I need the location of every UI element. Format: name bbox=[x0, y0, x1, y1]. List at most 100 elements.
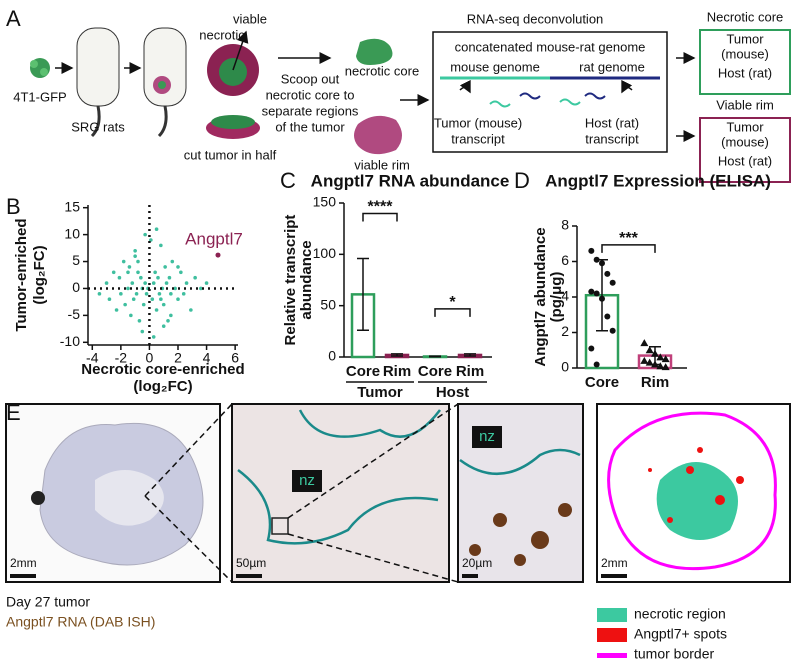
y-tick-label: -10 bbox=[60, 333, 80, 349]
panel-letter: C bbox=[280, 168, 296, 193]
label: separate regions bbox=[262, 103, 359, 118]
point bbox=[131, 297, 136, 302]
deconv-box bbox=[432, 31, 668, 153]
label: Scoop out bbox=[281, 71, 340, 86]
point bbox=[156, 275, 160, 280]
rim-result-box bbox=[699, 117, 791, 183]
point bbox=[127, 265, 132, 269]
point bbox=[651, 360, 659, 368]
point bbox=[130, 281, 135, 285]
point bbox=[143, 281, 147, 285]
point bbox=[166, 318, 170, 323]
zone-label: nz bbox=[479, 428, 495, 445]
error-bar bbox=[429, 355, 441, 358]
point bbox=[121, 259, 126, 264]
point bbox=[134, 292, 139, 296]
point bbox=[179, 270, 183, 275]
point bbox=[604, 313, 611, 320]
point bbox=[123, 302, 127, 307]
y-axis-label: Relative transcript bbox=[282, 215, 299, 346]
y-axis-label: (log₂FC) bbox=[31, 245, 48, 304]
point bbox=[154, 308, 159, 312]
tissue-core bbox=[95, 470, 164, 526]
label: Host (rat) bbox=[585, 115, 639, 130]
point bbox=[157, 292, 162, 296]
necrotic-region bbox=[656, 462, 738, 540]
point bbox=[119, 292, 123, 296]
y-tick-label: 10 bbox=[64, 225, 80, 241]
point bbox=[151, 335, 156, 339]
panel-a-labels: 4T1-GFP SRG rats necrotic viable cut tum… bbox=[13, 9, 783, 172]
significance-label: *** bbox=[619, 230, 638, 247]
highlight-label: Angptl7 bbox=[185, 230, 243, 249]
panel-e bbox=[5, 403, 791, 583]
angptl7-spots bbox=[648, 447, 744, 523]
y-axis-label: Angptl7 abundance bbox=[532, 227, 549, 366]
point bbox=[588, 247, 595, 254]
chart-title: Angptl7 RNA abundance bbox=[311, 171, 510, 190]
x-axis-label: (log₂FC) bbox=[133, 378, 192, 395]
point bbox=[153, 270, 157, 275]
x-tick-label: 2 bbox=[174, 350, 182, 366]
point bbox=[117, 275, 122, 280]
y-tick-label: 5 bbox=[72, 252, 80, 268]
point bbox=[144, 292, 149, 296]
point bbox=[143, 232, 147, 237]
y-tick-label: -5 bbox=[68, 306, 81, 322]
label: Viable rim bbox=[716, 97, 774, 112]
label: Tumor bbox=[726, 31, 764, 46]
point bbox=[199, 286, 203, 291]
point bbox=[656, 362, 665, 370]
x-tick-label: -4 bbox=[86, 350, 99, 366]
scale-bar-label: 2mm bbox=[10, 556, 37, 570]
point bbox=[139, 275, 143, 280]
point bbox=[593, 290, 600, 297]
y-tick-label: 0 bbox=[328, 348, 336, 364]
point bbox=[169, 292, 173, 296]
point bbox=[111, 270, 116, 275]
panel-letter: A bbox=[6, 6, 21, 31]
error-bar bbox=[391, 353, 403, 357]
panel-letter: D bbox=[514, 168, 530, 193]
core-sample bbox=[356, 38, 393, 65]
point bbox=[609, 327, 616, 334]
label: necrotic core bbox=[345, 63, 419, 78]
error-bar bbox=[357, 257, 369, 332]
label: viable rim bbox=[354, 157, 410, 172]
label: 4T1-GFP bbox=[13, 89, 66, 104]
point bbox=[645, 346, 654, 354]
zone-label: nz bbox=[299, 472, 315, 489]
point bbox=[189, 308, 193, 312]
significance-label: * bbox=[449, 294, 456, 311]
point bbox=[107, 297, 112, 302]
point bbox=[588, 345, 595, 352]
point bbox=[204, 281, 209, 285]
label: Tumor (mouse) bbox=[434, 115, 522, 130]
y-tick-label: 0 bbox=[72, 279, 80, 295]
legend-label: tumor border bbox=[634, 646, 714, 661]
caption: Angptl7 RNA (DAB ISH) bbox=[6, 614, 155, 630]
panel-letter: B bbox=[6, 194, 21, 219]
x-tick-label: Rim bbox=[456, 363, 484, 380]
label: mouse genome bbox=[450, 59, 540, 74]
y-tick-label: 2 bbox=[561, 323, 569, 339]
point bbox=[604, 270, 611, 277]
y-tick-label: 100 bbox=[313, 245, 337, 261]
point bbox=[609, 279, 616, 286]
scale-bar-label: 2mm bbox=[601, 556, 628, 570]
point bbox=[599, 260, 605, 267]
point bbox=[661, 363, 670, 371]
panel-e-labels: 2mm 50µm 20µm 2mm nz nz Day 27 tumor Ang… bbox=[6, 428, 628, 630]
point bbox=[164, 281, 169, 285]
label: SRG rats bbox=[71, 119, 125, 134]
point bbox=[656, 353, 665, 361]
label: Necrotic core bbox=[707, 9, 784, 24]
significance-bracket bbox=[601, 244, 656, 253]
point bbox=[136, 270, 140, 275]
legend-label: Angptl7+ spots bbox=[634, 626, 727, 642]
point bbox=[126, 270, 130, 275]
y-axis-label: Tumor-enriched bbox=[13, 218, 30, 331]
core-result-box bbox=[699, 29, 791, 95]
label: concatenated mouse-rat genome bbox=[455, 39, 646, 54]
point bbox=[640, 339, 649, 347]
